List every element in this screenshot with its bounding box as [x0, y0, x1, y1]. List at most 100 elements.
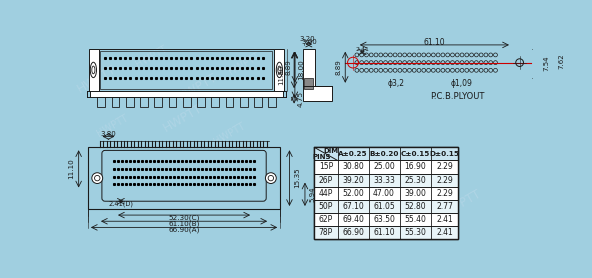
Bar	[268, 97, 276, 106]
Text: 66.90(A): 66.90(A)	[168, 227, 200, 233]
Text: DIM: DIM	[323, 148, 338, 154]
Text: 61.10: 61.10	[373, 228, 395, 237]
Text: 78P: 78P	[318, 228, 333, 237]
Text: 55.40: 55.40	[404, 215, 426, 224]
Bar	[314, 173, 458, 187]
Circle shape	[92, 173, 102, 183]
Text: D±0.15: D±0.15	[429, 151, 459, 157]
Bar	[197, 97, 205, 106]
Text: 3.80: 3.80	[101, 131, 117, 137]
Bar	[169, 97, 176, 106]
Text: 15.35: 15.35	[294, 168, 300, 188]
Text: A±0.25: A±0.25	[338, 151, 368, 157]
Text: 2.41: 2.41	[436, 228, 453, 237]
Bar	[314, 147, 458, 160]
Bar	[89, 91, 283, 97]
Text: HWPTT: HWPTT	[176, 71, 220, 104]
Text: 52.00: 52.00	[342, 189, 364, 198]
Text: HWPTT: HWPTT	[439, 186, 484, 219]
Text: 63.50: 63.50	[373, 215, 395, 224]
Text: 62P: 62P	[318, 215, 333, 224]
Text: 11.10: 11.10	[68, 158, 74, 179]
Text: 2.41: 2.41	[355, 47, 369, 52]
Text: 26P: 26P	[318, 175, 333, 185]
Text: 4.75: 4.75	[298, 91, 304, 107]
Bar	[240, 97, 247, 106]
Ellipse shape	[90, 62, 96, 78]
Text: 7.62: 7.62	[558, 54, 565, 69]
Text: ϕ1,09: ϕ1,09	[451, 79, 472, 88]
Bar	[89, 49, 99, 91]
Text: 44P: 44P	[318, 189, 333, 198]
Text: 2.29: 2.29	[436, 162, 453, 172]
Bar	[140, 97, 148, 106]
Bar	[303, 86, 332, 101]
Bar	[155, 97, 162, 106]
Bar	[304, 78, 314, 89]
Text: HWPTT: HWPTT	[95, 113, 130, 139]
Text: 15P: 15P	[318, 162, 333, 172]
Text: HWPTT: HWPTT	[227, 51, 262, 77]
Text: 69.40: 69.40	[342, 215, 364, 224]
Text: C±0.15: C±0.15	[400, 151, 430, 157]
Bar	[303, 49, 315, 86]
Bar	[314, 226, 458, 239]
Text: 16.90: 16.90	[404, 162, 426, 172]
Text: 52.80: 52.80	[404, 202, 426, 211]
Text: HWPTT: HWPTT	[211, 120, 246, 147]
Text: 61.05: 61.05	[373, 202, 395, 211]
Text: 25.00: 25.00	[373, 162, 395, 172]
Text: ϕ3,2: ϕ3,2	[387, 79, 404, 88]
Bar	[274, 49, 284, 91]
Bar	[314, 200, 458, 213]
Text: 18.00: 18.00	[298, 59, 304, 80]
Text: 67.10: 67.10	[342, 202, 364, 211]
Text: 66.90: 66.90	[342, 228, 364, 237]
Text: 2.41: 2.41	[436, 215, 453, 224]
Text: 2.29: 2.29	[436, 189, 453, 198]
Bar	[314, 187, 458, 200]
Bar	[254, 97, 262, 106]
Text: HWPTT: HWPTT	[346, 194, 391, 227]
Text: PINS: PINS	[312, 154, 330, 160]
Text: 50P: 50P	[318, 202, 333, 211]
Text: 5.94: 5.94	[310, 187, 316, 202]
Text: 61.10: 61.10	[423, 38, 445, 47]
Text: HWPTT: HWPTT	[75, 63, 119, 96]
Text: P.C.B.PLYOUT: P.C.B.PLYOUT	[430, 92, 485, 101]
Text: 7.54: 7.54	[543, 56, 549, 71]
Text: 33.33: 33.33	[373, 175, 395, 185]
Text: 3.20: 3.20	[300, 36, 315, 42]
Text: 61.10(B): 61.10(B)	[168, 220, 200, 227]
Bar	[314, 147, 458, 239]
Text: 3.60: 3.60	[301, 39, 317, 45]
Text: 8.89: 8.89	[286, 59, 292, 75]
Bar	[101, 51, 272, 89]
Text: 2.29: 2.29	[436, 175, 453, 185]
Text: 39.20: 39.20	[342, 175, 364, 185]
Text: HWPTT: HWPTT	[134, 43, 169, 70]
Bar	[314, 160, 458, 173]
Text: HWPTT: HWPTT	[406, 213, 440, 239]
Text: HWPTT: HWPTT	[160, 101, 204, 135]
Ellipse shape	[276, 62, 282, 78]
Text: 8.89: 8.89	[335, 59, 341, 75]
Circle shape	[265, 173, 276, 183]
Text: 11.80: 11.80	[279, 65, 285, 85]
Text: 2.77: 2.77	[436, 202, 453, 211]
Bar	[111, 97, 120, 106]
Text: 52.30(C): 52.30(C)	[168, 214, 200, 221]
Bar	[183, 97, 191, 106]
Bar	[88, 147, 280, 209]
Bar	[97, 97, 105, 106]
Text: 47.00: 47.00	[373, 189, 395, 198]
Text: B±0.20: B±0.20	[369, 151, 398, 157]
Text: 30.80: 30.80	[342, 162, 364, 172]
Bar	[226, 97, 233, 106]
Bar	[314, 147, 458, 239]
Bar	[126, 97, 134, 106]
Text: 25.30: 25.30	[404, 175, 426, 185]
Text: 55.30: 55.30	[404, 228, 426, 237]
Text: 39.00: 39.00	[404, 189, 426, 198]
Bar	[211, 97, 219, 106]
